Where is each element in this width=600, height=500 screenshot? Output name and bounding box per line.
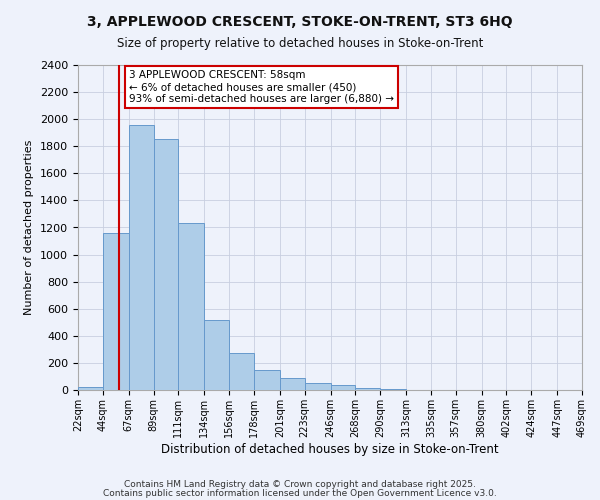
- Bar: [154, 140, 178, 390]
- Bar: [129, 124, 154, 390]
- Bar: [254, 370, 280, 390]
- Bar: [103, 233, 129, 390]
- Bar: [178, 224, 204, 390]
- Bar: [380, 389, 406, 390]
- Text: 3 APPLEWOOD CRESCENT: 58sqm
← 6% of detached houses are smaller (450)
93% of sem: 3 APPLEWOOD CRESCENT: 58sqm ← 6% of deta…: [129, 70, 394, 104]
- Text: Contains HM Land Registry data © Crown copyright and database right 2025.: Contains HM Land Registry data © Crown c…: [124, 480, 476, 489]
- Bar: [280, 378, 305, 390]
- Text: 3, APPLEWOOD CRESCENT, STOKE-ON-TRENT, ST3 6HQ: 3, APPLEWOOD CRESCENT, STOKE-ON-TRENT, S…: [87, 15, 513, 29]
- Text: Size of property relative to detached houses in Stoke-on-Trent: Size of property relative to detached ho…: [117, 38, 483, 51]
- Bar: [78, 386, 103, 390]
- Bar: [331, 386, 355, 390]
- Bar: [204, 320, 229, 390]
- Bar: [305, 383, 331, 390]
- Y-axis label: Number of detached properties: Number of detached properties: [25, 140, 34, 315]
- Bar: [355, 388, 380, 390]
- Text: Contains public sector information licensed under the Open Government Licence v3: Contains public sector information licen…: [103, 489, 497, 498]
- Bar: [229, 353, 254, 390]
- X-axis label: Distribution of detached houses by size in Stoke-on-Trent: Distribution of detached houses by size …: [161, 442, 499, 456]
